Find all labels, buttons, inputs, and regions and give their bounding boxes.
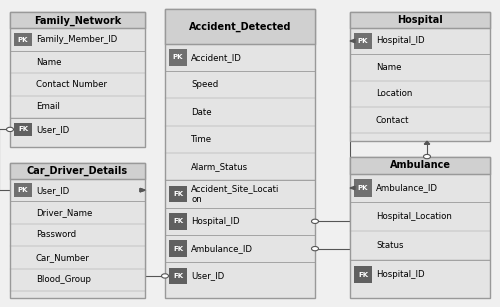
- Text: Date: Date: [191, 108, 212, 117]
- Text: Hospital_ID: Hospital_ID: [191, 217, 240, 226]
- Text: Car_Driver_Details: Car_Driver_Details: [27, 166, 128, 176]
- Text: Accident_Site_Locati
on: Accident_Site_Locati on: [191, 184, 280, 204]
- Text: Hospital: Hospital: [397, 15, 443, 25]
- Text: PK: PK: [173, 55, 184, 60]
- Circle shape: [312, 219, 318, 223]
- Text: PK: PK: [18, 37, 28, 43]
- Circle shape: [424, 154, 430, 159]
- Text: FK: FK: [173, 273, 183, 279]
- Text: FK: FK: [173, 246, 183, 252]
- Text: FK: FK: [173, 191, 183, 197]
- Text: Name: Name: [376, 63, 402, 72]
- Text: User_ID: User_ID: [36, 125, 69, 134]
- Text: Hospital_Location: Hospital_Location: [376, 212, 452, 221]
- FancyBboxPatch shape: [169, 49, 187, 66]
- Text: Accident_Detected: Accident_Detected: [189, 21, 291, 32]
- FancyBboxPatch shape: [350, 157, 490, 173]
- Text: Blood_Group: Blood_Group: [36, 275, 91, 284]
- Text: Location: Location: [376, 89, 412, 98]
- Text: User_ID: User_ID: [191, 271, 224, 281]
- Text: Hospital_ID: Hospital_ID: [376, 37, 424, 45]
- Text: Status: Status: [376, 241, 404, 250]
- Text: Contact Number: Contact Number: [36, 80, 107, 89]
- Circle shape: [162, 274, 168, 278]
- Text: Car_Number: Car_Number: [36, 253, 90, 262]
- Text: FK: FK: [173, 218, 183, 224]
- Polygon shape: [424, 141, 430, 144]
- FancyBboxPatch shape: [165, 9, 315, 44]
- FancyBboxPatch shape: [165, 9, 315, 298]
- Text: FK: FK: [18, 126, 28, 132]
- Text: PK: PK: [18, 187, 28, 193]
- Text: Speed: Speed: [191, 80, 218, 89]
- Circle shape: [312, 247, 318, 251]
- Text: Password: Password: [36, 231, 76, 239]
- Text: Contact: Contact: [376, 116, 410, 125]
- Text: Accident_ID: Accident_ID: [191, 53, 242, 62]
- Text: PK: PK: [358, 38, 368, 44]
- FancyBboxPatch shape: [169, 240, 187, 257]
- Text: User_ID: User_ID: [36, 186, 69, 195]
- FancyBboxPatch shape: [350, 157, 490, 298]
- FancyBboxPatch shape: [14, 33, 32, 46]
- Text: Alarm_Status: Alarm_Status: [191, 162, 248, 171]
- Text: Ambulance_ID: Ambulance_ID: [191, 244, 253, 253]
- FancyBboxPatch shape: [350, 12, 490, 28]
- Text: Name: Name: [36, 58, 62, 67]
- FancyBboxPatch shape: [10, 12, 145, 147]
- Text: FK: FK: [358, 272, 368, 278]
- Text: PK: PK: [358, 185, 368, 191]
- Polygon shape: [140, 188, 145, 192]
- FancyBboxPatch shape: [169, 186, 187, 202]
- Polygon shape: [350, 39, 355, 43]
- FancyBboxPatch shape: [10, 12, 145, 29]
- Text: Hospital_ID: Hospital_ID: [376, 270, 424, 279]
- FancyBboxPatch shape: [14, 183, 32, 197]
- Text: Family_Network: Family_Network: [34, 15, 121, 25]
- FancyBboxPatch shape: [14, 123, 32, 136]
- Circle shape: [6, 127, 14, 132]
- Text: Driver_Name: Driver_Name: [36, 208, 92, 217]
- FancyBboxPatch shape: [10, 163, 145, 298]
- Text: Email: Email: [36, 103, 60, 111]
- FancyBboxPatch shape: [350, 12, 490, 141]
- FancyBboxPatch shape: [10, 163, 145, 179]
- FancyBboxPatch shape: [169, 213, 187, 230]
- FancyBboxPatch shape: [354, 33, 372, 49]
- Polygon shape: [140, 188, 145, 192]
- FancyBboxPatch shape: [169, 268, 187, 284]
- Text: Ambulance: Ambulance: [390, 160, 450, 170]
- FancyBboxPatch shape: [354, 266, 372, 283]
- Text: Ambulance_ID: Ambulance_ID: [376, 184, 438, 192]
- Text: Family_Member_ID: Family_Member_ID: [36, 35, 117, 44]
- FancyBboxPatch shape: [354, 179, 372, 197]
- Polygon shape: [350, 186, 355, 190]
- Text: Time: Time: [191, 135, 212, 144]
